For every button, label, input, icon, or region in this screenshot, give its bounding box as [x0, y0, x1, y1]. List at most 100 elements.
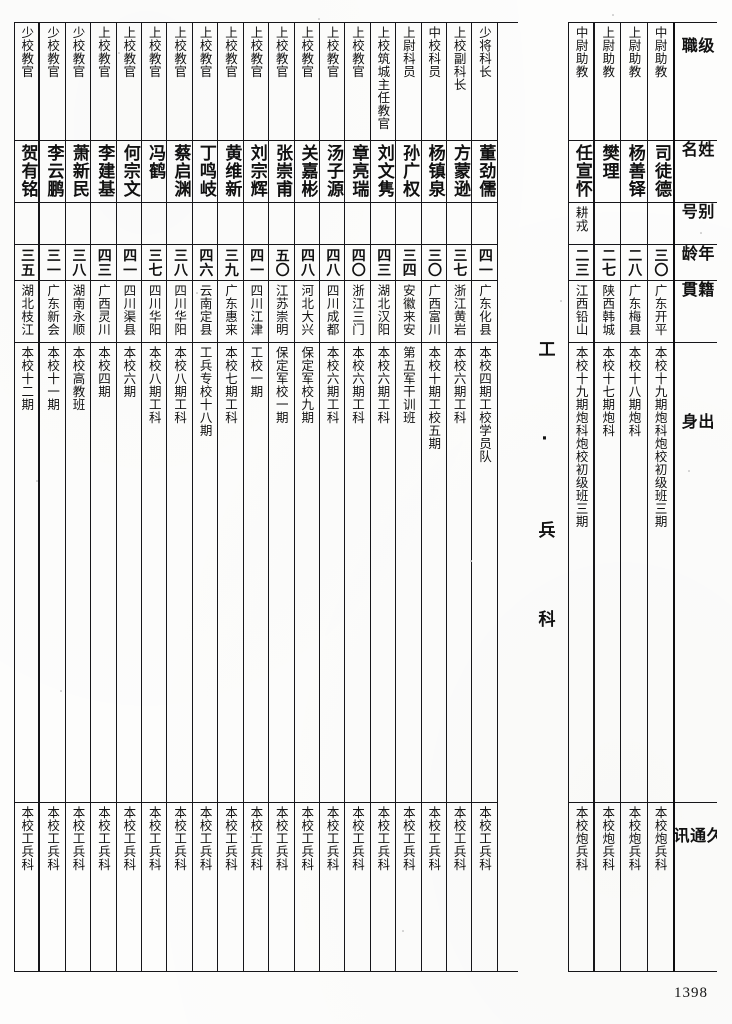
cell-origin-text: 浙江三门	[350, 284, 366, 336]
cell-background-text: 本校四期工校学员队	[477, 346, 493, 463]
cell-age-text: 三七	[451, 248, 468, 277]
cell-rank-text: 中尉助教	[573, 26, 589, 78]
cell-origin: 安徽来安	[396, 281, 421, 343]
cell-background: 本校六期工科	[370, 343, 396, 803]
cell-age: 三八	[167, 245, 192, 281]
officer-column-司徒德: 中尉助教 司徒德 三〇 广东开平 本校十九期炮科炮校初级班三期 本校炮兵科	[646, 22, 673, 972]
cell-alias	[647, 203, 673, 245]
cell-rank-text: 上校教官	[121, 26, 137, 78]
cell-rank: 中校科员	[421, 23, 446, 141]
cell-origin: 广东化县	[472, 281, 497, 343]
cell-address-text: 本校工兵科	[70, 806, 86, 871]
cell-address-text: 本校工兵科	[350, 806, 366, 871]
cell-name-text: 丁鸣岐	[195, 144, 216, 198]
cell-origin: 浙江三门	[345, 281, 370, 343]
cell-address-text: 本校工兵科	[121, 806, 137, 871]
cell-alias	[472, 203, 497, 245]
cell-age: 四〇	[345, 245, 370, 281]
cell-name-text: 蔡启渊	[170, 144, 191, 198]
cell-background-text: 本校十八期炮科	[626, 346, 642, 437]
cell-address-text: 本校工兵科	[375, 806, 391, 871]
officer-column-关嘉彬: 上校教官 关嘉彬 四八 河北大兴 保定军校九期 本校工兵科	[293, 22, 319, 972]
cell-age: 四一	[243, 245, 269, 281]
row-header-name: 姓 名	[674, 141, 717, 203]
cell-name-text: 杨镇泉	[424, 144, 445, 198]
row-header-rank-text: 级 職	[678, 37, 715, 63]
row-header-address: 永 久 通 讯 处	[675, 803, 717, 973]
cell-name: 张崇甫	[269, 141, 294, 203]
cell-age: 四一	[116, 245, 142, 281]
cell-origin-text: 广东梅县	[626, 284, 642, 336]
cell-name-text: 汤子源	[322, 144, 343, 198]
officer-column-杨善铎: 上尉助教 杨善铎 二八 广东梅县 本校十八期炮科 本校炮兵科	[620, 22, 647, 973]
cell-origin: 四川华阳	[167, 281, 192, 343]
cell-background: 本校十一期	[40, 343, 65, 803]
engineer-block-gutter	[496, 22, 519, 972]
cell-address-text: 本校工兵科	[45, 806, 61, 871]
cell-background-text: 工校一期	[248, 346, 264, 398]
cell-name: 关嘉彬	[294, 141, 319, 203]
cell-age: 四八	[319, 245, 345, 281]
cell-origin-text: 湖北枝江	[19, 284, 35, 336]
officer-column-李建基: 上校教官 李建基 四三 广西灵川 本校四期 本校工兵科	[90, 22, 116, 972]
cell-origin: 河北大兴	[294, 281, 319, 343]
cell-origin: 广西富川	[421, 281, 446, 343]
cell-alias	[40, 203, 65, 245]
cell-address: 本校炮兵科	[595, 803, 620, 973]
cell-origin-text: 四川成都	[324, 284, 340, 336]
cell-age-text: 四一	[121, 248, 138, 277]
cell-name-text: 方蒙逊	[449, 144, 470, 198]
cell-rank-text: 少校教官	[45, 26, 61, 78]
cell-name: 何宗文	[116, 141, 142, 203]
cell-name: 董劲儒	[472, 141, 497, 203]
cell-alias	[167, 203, 192, 245]
cell-name-text: 孙广权	[399, 144, 420, 198]
cell-address-text: 本校工兵科	[172, 806, 188, 871]
cell-origin: 广东开平	[647, 281, 673, 343]
row-header-alias: 别 号	[674, 203, 717, 245]
cell-background-text: 本校十七期炮科	[600, 346, 616, 437]
cell-origin-text: 江西铅山	[573, 284, 589, 336]
cell-age: 三七	[446, 245, 472, 281]
cell-address: 本校工兵科	[167, 803, 191, 973]
cell-background: 本校十八期炮科	[621, 343, 647, 803]
cell-origin-text: 湖北汉阳	[375, 284, 391, 336]
cell-alias	[396, 203, 421, 245]
cell-name: 章亮瑞	[345, 141, 370, 203]
cell-name-text: 张崇甫	[272, 144, 293, 198]
cell-address: 本校工兵科	[269, 803, 293, 973]
cell-age-text: 四三	[375, 248, 392, 277]
cell-background-text: 本校七期工科	[222, 346, 238, 424]
cell-address: 本校炮兵科	[621, 803, 646, 973]
cell-origin: 江苏崇明	[269, 281, 294, 343]
cell-origin: 广东梅县	[621, 281, 647, 343]
cell-address: 本校炮兵科	[569, 803, 593, 973]
cell-address: 本校工兵科	[40, 803, 64, 973]
cell-rank: 少校教官	[65, 23, 91, 141]
cell-address: 本校工兵科	[371, 803, 395, 973]
officer-column-张崇甫: 上校教官 张崇甫 五〇 江苏崇明 保定军校一期 本校工兵科	[268, 22, 294, 973]
cell-background-text: 本校八期工科	[146, 346, 162, 424]
cell-origin: 云南定县	[192, 281, 218, 343]
cell-rank-text: 上校教官	[324, 26, 340, 78]
cell-rank-text: 上校教官	[299, 26, 315, 78]
cell-age: 三七	[142, 245, 167, 281]
cell-rank: 上校筑城主任教官	[370, 23, 396, 141]
cell-address-text: 本校工兵科	[299, 806, 315, 871]
cell-address: 本校工兵科	[447, 803, 471, 973]
cell-origin-text: 江苏崇明	[273, 284, 289, 336]
cell-alias	[621, 203, 647, 245]
row-header-column: 级 職姓 名别 号年 龄籍 貫出 身永 久 通 讯 处	[672, 22, 717, 973]
row-header-address-text: 永 久 通 讯 处	[674, 827, 717, 853]
cell-name-text: 章亮瑞	[348, 144, 369, 198]
cell-background: 本校六期工科	[319, 343, 345, 803]
cell-name: 冯鹤	[142, 141, 167, 203]
cell-alias	[116, 203, 142, 245]
cell-rank-text: 上校教官	[172, 26, 188, 78]
cell-rank: 上校教官	[167, 23, 192, 141]
cell-rank-text: 上校筑城主任教官	[375, 26, 391, 130]
cell-origin-text: 陕西韩城	[600, 284, 616, 336]
cell-address-text: 本校工兵科	[400, 806, 416, 871]
cell-rank: 上校教官	[319, 23, 345, 141]
